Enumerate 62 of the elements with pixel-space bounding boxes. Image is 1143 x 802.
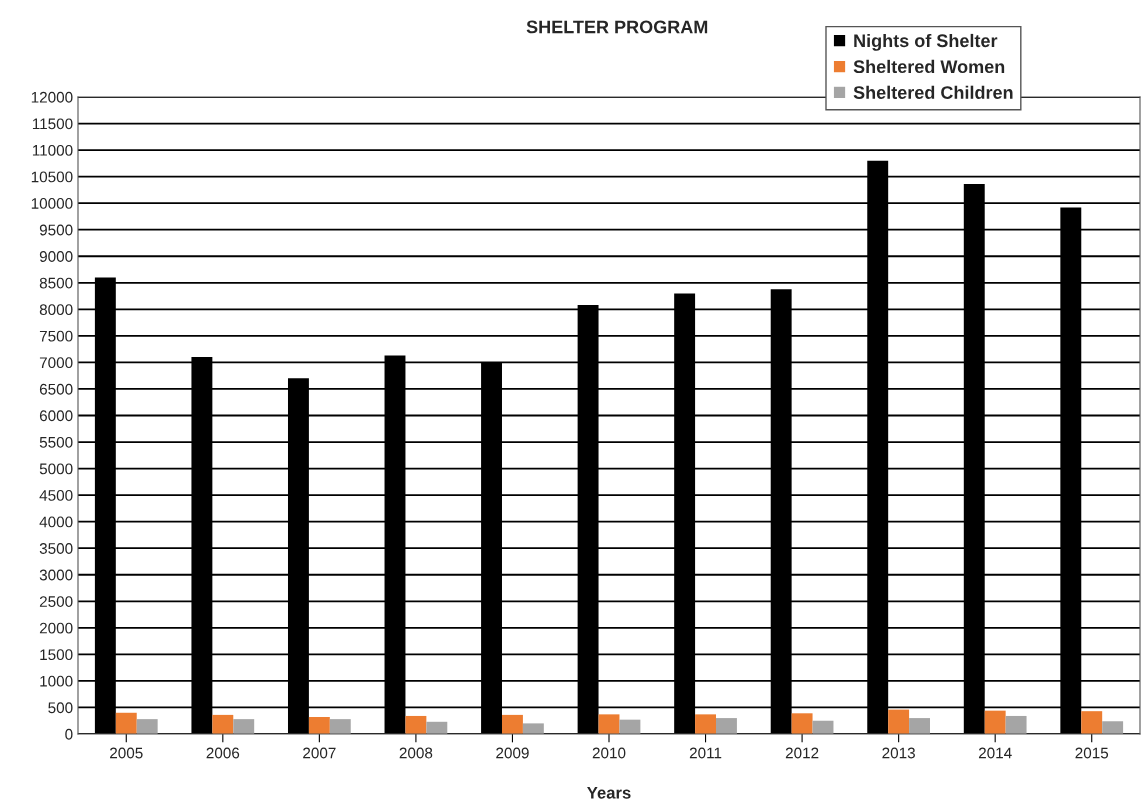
bar [888,709,910,734]
y-tick-label: 3500 [39,543,73,554]
x-tick-label: 2011 [689,747,722,759]
y-tick-label: 4500 [39,489,73,501]
y-tick-label: 8500 [39,277,73,289]
bar [426,721,448,734]
y-tick-label: 4000 [39,516,73,528]
y-tick-label: 2500 [39,596,73,607]
bar [212,714,234,734]
y-tick-label: 5000 [39,463,73,475]
bar [522,723,544,734]
bar [405,715,427,734]
y-tick-label: 500 [48,702,73,714]
y-tick-label: 3000 [39,569,73,581]
x-tick-label: 2014 [978,747,1012,759]
x-tick-label: 2015 [1075,747,1109,759]
x-tick-label: 2012 [785,747,819,759]
x-tick-label: 2013 [882,747,915,759]
bar [984,710,1006,734]
x-tick-label: 2009 [496,747,529,759]
bar [695,714,716,734]
bar [619,719,641,734]
bar [233,719,255,734]
x-tick-label: 2008 [399,747,433,759]
y-tick-label: 1500 [40,649,73,661]
y-tick-label: 6000 [39,410,73,422]
legend-label: Sheltered Children [853,85,1013,99]
chart-title: SHELTER PROGRAM [526,20,708,34]
bar [329,719,351,734]
bar [909,718,931,734]
y-tick-label: 10500 [31,171,73,183]
y-tick-label: 9500 [39,224,73,236]
y-tick-label: 12000 [31,91,73,103]
bar [716,718,737,734]
y-tick-label: 7000 [39,357,73,369]
bar [136,719,158,734]
bar [308,717,330,734]
bar [791,713,813,734]
y-tick-label: 7500 [39,330,73,342]
x-tick-label: 2010 [592,747,626,759]
x-tick-label: 2005 [110,747,143,759]
bar [502,714,523,734]
y-tick-label: 10000 [31,198,73,209]
y-tick-label: 9000 [39,251,73,262]
x-tick-label: 2006 [206,747,240,759]
x-tick-label: 2007 [303,747,336,759]
y-tick-label: 1000 [40,675,73,687]
y-tick-label: 8000 [39,304,73,316]
legend-label: Sheltered Women [853,59,1005,74]
x-axis-title: Years [587,787,631,799]
y-tick-label: 2000 [39,622,73,634]
y-tick-label: 11000 [32,144,73,156]
bar [598,714,620,734]
y-tick-label: 5500 [39,436,73,448]
legend-label: Nights of Shelter [854,33,998,51]
y-tick-label: 0 [65,728,73,740]
bar [1081,711,1103,734]
bar [1102,721,1124,734]
bar [115,712,137,734]
bar [1005,715,1027,734]
y-tick-label: 6500 [39,383,73,395]
y-tick-label: 11500 [32,118,73,130]
